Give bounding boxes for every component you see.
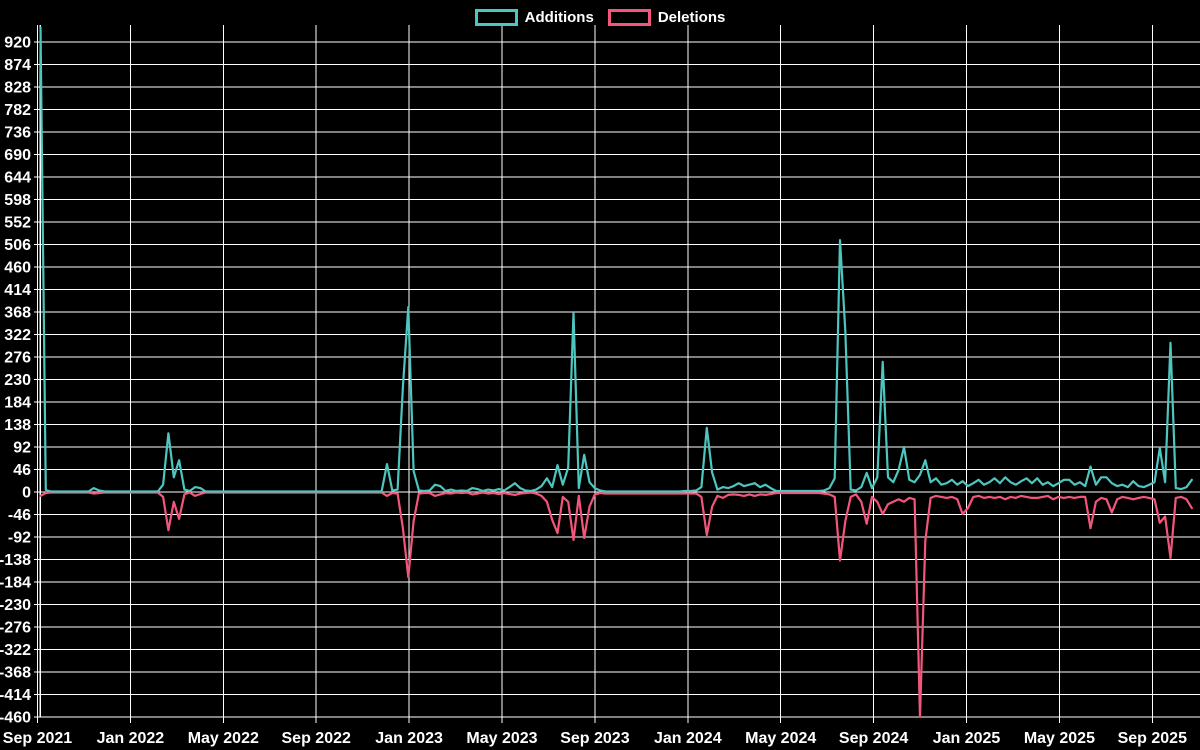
x-tick-label: Jan 2025 bbox=[933, 730, 1001, 747]
x-tick-label: Sep 2023 bbox=[560, 730, 629, 747]
y-tick-label: 782 bbox=[4, 102, 31, 119]
y-tick-label: -46 bbox=[8, 507, 31, 524]
y-tick-label: 184 bbox=[4, 395, 31, 412]
x-tick-label: May 2025 bbox=[1024, 730, 1095, 747]
y-tick-label: 506 bbox=[4, 237, 31, 254]
y-tick-label: 690 bbox=[4, 147, 31, 164]
x-tick-label: Sep 2021 bbox=[3, 730, 72, 747]
y-tick-label: 598 bbox=[4, 192, 31, 209]
y-tick-label: 230 bbox=[4, 372, 31, 389]
x-tick-label: May 2024 bbox=[745, 730, 816, 747]
y-tick-label: 46 bbox=[13, 462, 31, 479]
x-tick-label: May 2023 bbox=[466, 730, 537, 747]
y-tick-label: 828 bbox=[4, 80, 31, 97]
legend-item-additions[interactable]: Additions bbox=[474, 8, 594, 26]
y-tick-label: -230 bbox=[0, 597, 31, 614]
y-tick-label: -322 bbox=[0, 642, 31, 659]
legend-item-deletions[interactable]: Deletions bbox=[607, 8, 726, 26]
additions-swatch-icon bbox=[474, 8, 518, 26]
y-tick-label: 644 bbox=[4, 170, 31, 187]
x-tick-label: Sep 2024 bbox=[839, 730, 908, 747]
y-tick-label: 0 bbox=[22, 485, 31, 502]
y-tick-label: -414 bbox=[0, 687, 31, 704]
y-tick-label: 92 bbox=[13, 440, 31, 457]
x-tick-label: Jan 2023 bbox=[375, 730, 443, 747]
y-tick-label: 138 bbox=[4, 417, 31, 434]
y-tick-label: 874 bbox=[4, 57, 31, 74]
y-tick-label: -138 bbox=[0, 552, 31, 569]
y-tick-label: -184 bbox=[0, 575, 31, 592]
y-tick-label: 460 bbox=[4, 260, 31, 277]
legend: Additions Deletions bbox=[0, 6, 1200, 28]
y-tick-label: -92 bbox=[8, 530, 31, 547]
x-tick-label: Sep 2022 bbox=[282, 730, 351, 747]
y-tick-label: -460 bbox=[0, 710, 31, 727]
x-tick-label: Jan 2024 bbox=[654, 730, 722, 747]
y-tick-label: 920 bbox=[4, 35, 31, 52]
y-tick-label: 368 bbox=[4, 305, 31, 322]
y-tick-label: -276 bbox=[0, 620, 31, 637]
y-tick-label: 414 bbox=[4, 282, 31, 299]
y-tick-label: 736 bbox=[4, 125, 31, 142]
legend-label-deletions: Deletions bbox=[657, 8, 726, 26]
legend-label-additions: Additions bbox=[524, 8, 594, 26]
deletions-swatch-icon bbox=[607, 8, 651, 26]
y-tick-label: 322 bbox=[4, 327, 31, 344]
y-tick-label: 552 bbox=[4, 215, 31, 232]
x-tick-label: May 2022 bbox=[188, 730, 259, 747]
series-line-additions bbox=[39, 26, 1193, 493]
y-tick-label: -368 bbox=[0, 665, 31, 682]
x-tick-label: Sep 2025 bbox=[1118, 730, 1187, 747]
x-tick-label: Jan 2022 bbox=[97, 730, 165, 747]
y-tick-label: 276 bbox=[4, 350, 31, 367]
